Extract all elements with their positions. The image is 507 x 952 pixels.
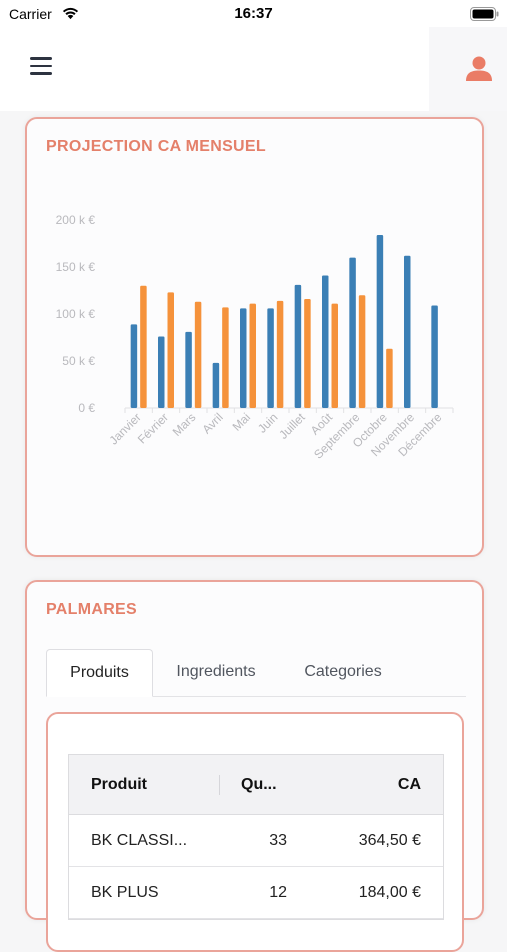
bar-series-2 — [249, 303, 256, 408]
y-tick-label: 0 € — [78, 401, 95, 415]
y-tick-label: 50 k € — [62, 354, 95, 368]
bar-series-2 — [358, 295, 366, 408]
bar-series-2 — [386, 348, 393, 408]
bar-series-1 — [294, 284, 302, 408]
column-header-produit[interactable]: Produit — [91, 775, 147, 793]
bar-series-2 — [140, 285, 147, 408]
bar-series-2 — [194, 301, 202, 408]
bar-series-1 — [322, 275, 329, 408]
bar-series-1 — [240, 308, 247, 408]
column-header-ca[interactable]: CA — [397, 775, 421, 793]
x-tick-label: Juillet — [276, 410, 308, 442]
bar-series-1 — [404, 255, 411, 408]
y-tick-label: 150 k € — [56, 260, 96, 274]
x-tick-label: Avril — [200, 410, 226, 436]
bar-series-1 — [130, 324, 138, 408]
cell-quantite: 12 — [269, 883, 287, 901]
status-bar: Carrier 16:37 — [0, 0, 507, 27]
cell-produit: BK CLASSI... — [91, 831, 188, 849]
hamburger-menu-icon[interactable] — [30, 57, 56, 79]
battery-icon — [470, 7, 499, 21]
palmares-card-title: PALMARES — [46, 601, 137, 618]
tab-categories[interactable]: Categories — [304, 663, 382, 680]
column-separator — [219, 775, 220, 795]
x-tick-label: Janvier — [107, 410, 144, 447]
wifi-icon — [62, 7, 79, 20]
bar-series-1 — [349, 257, 356, 408]
bar-series-1 — [267, 308, 274, 408]
bar-series-1 — [158, 336, 165, 408]
x-tick-label: Mai — [230, 410, 254, 434]
bar-series-2 — [167, 292, 174, 408]
bar-series-2 — [304, 298, 311, 408]
bar-series-1 — [376, 235, 384, 408]
cell-quantite: 33 — [269, 831, 287, 849]
chart-card-title: PROJECTION CA MENSUEL — [46, 138, 266, 155]
products-panel: Produit Qu... CA BK CLASSI... 33 364,50 … — [46, 712, 464, 952]
cell-ca: 184,00 € — [358, 883, 421, 901]
bar-series-1 — [185, 331, 192, 408]
bar-series-2 — [331, 303, 338, 408]
palmares-card: PALMARES Produits Ingredients Categories… — [25, 580, 484, 952]
clock: 16:37 — [234, 5, 273, 22]
carrier-label: Carrier — [9, 6, 52, 22]
bar-series-1 — [212, 362, 220, 408]
column-header-quantite[interactable]: Qu... — [241, 775, 277, 793]
table-row[interactable]: BK PLUS 12 184,00 € — [69, 867, 443, 919]
app-header — [0, 27, 507, 111]
palmares-tabs: Produits Ingredients Categories — [46, 649, 466, 697]
table-header: Produit Qu... CA — [69, 755, 443, 815]
x-tick-label: Mars — [170, 410, 199, 439]
bar-series-2 — [276, 300, 284, 408]
y-tick-label: 200 k € — [56, 213, 96, 227]
x-tick-label: Février — [135, 410, 171, 446]
tab-ingredients[interactable]: Ingredients — [176, 663, 256, 680]
table-row[interactable]: BK CLASSI... 33 364,50 € — [69, 815, 443, 867]
cell-ca: 364,50 € — [358, 831, 421, 849]
y-tick-label: 100 k € — [56, 307, 96, 321]
profile-area — [429, 27, 507, 111]
user-icon[interactable] — [465, 55, 493, 83]
tab-produits[interactable]: Produits — [46, 649, 153, 697]
bar-series-2 — [222, 307, 229, 408]
cell-produit: BK PLUS — [91, 883, 159, 901]
monthly-projection-card: PROJECTION CA MENSUEL 0 € 50 k € 100 k € 15… — [25, 117, 484, 557]
products-table: Produit Qu... CA BK CLASSI... 33 364,50 … — [68, 754, 444, 920]
bar-series-1 — [431, 305, 438, 408]
monthly-revenue-chart: 0 € 50 k € 100 k € 150 k € 200 k € JanvierFév… — [56, 213, 454, 462]
